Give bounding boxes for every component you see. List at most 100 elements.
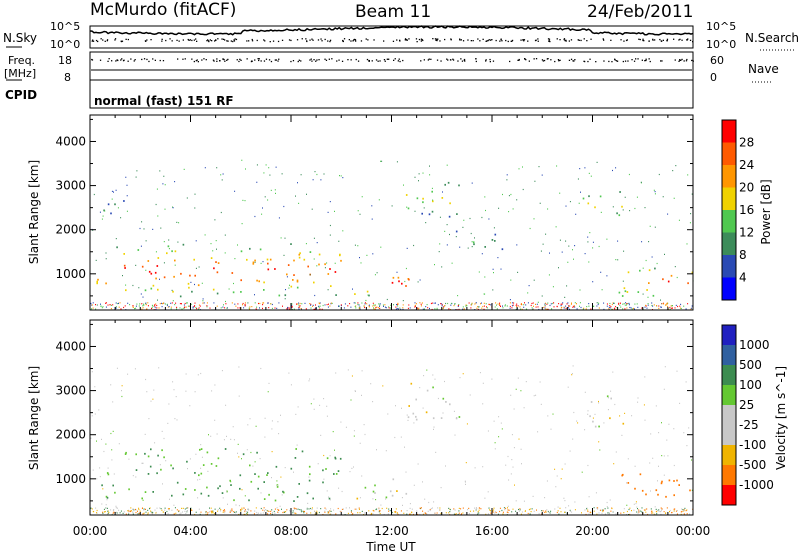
noise-dot bbox=[568, 40, 570, 42]
scatter-point bbox=[143, 228, 145, 230]
scatter-point bbox=[403, 184, 404, 186]
ground-scatter bbox=[414, 306, 416, 308]
scatter-point bbox=[640, 181, 642, 183]
scatter-point bbox=[573, 258, 574, 260]
ground-scatter bbox=[288, 307, 290, 309]
noise-dot bbox=[193, 39, 195, 41]
noise-dot bbox=[312, 39, 314, 41]
ground-scatter bbox=[502, 305, 503, 307]
data-cell bbox=[124, 453, 127, 455]
scatter-point bbox=[371, 218, 373, 220]
ground-scatter bbox=[147, 512, 149, 514]
ground-scatter bbox=[425, 306, 427, 308]
scatter-point bbox=[636, 506, 638, 508]
data-cell bbox=[240, 279, 242, 282]
ground-scatter bbox=[329, 305, 331, 307]
noise-dot bbox=[187, 38, 189, 41]
ground-scatter bbox=[596, 507, 598, 509]
ground-scatter bbox=[470, 304, 472, 306]
date-title: 24/Feb/2011 bbox=[587, 2, 693, 22]
data-cell bbox=[594, 206, 596, 209]
ground-scatter bbox=[137, 510, 138, 512]
scatter-point bbox=[622, 280, 624, 282]
ground-scatter bbox=[415, 305, 416, 307]
noise-dot bbox=[281, 39, 284, 41]
ground-scatter bbox=[519, 509, 521, 511]
nave-dot bbox=[393, 59, 395, 61]
data-cell bbox=[308, 465, 311, 468]
data-cell bbox=[410, 382, 413, 385]
noise-panel: N.Sky 10^5 10^0 10^5 10^0 N.Search bbox=[3, 20, 799, 51]
noise-dot bbox=[92, 40, 95, 42]
nave-dot bbox=[384, 60, 386, 62]
data-cell bbox=[622, 473, 624, 476]
scatter-point bbox=[413, 484, 415, 486]
scatter-point bbox=[259, 458, 261, 460]
scatter-point bbox=[516, 199, 518, 201]
ground-scatter bbox=[147, 509, 149, 511]
ground-scatter bbox=[638, 510, 640, 512]
scatter-point bbox=[329, 234, 331, 236]
ground-scatter bbox=[544, 304, 546, 306]
scatter-point bbox=[650, 490, 651, 492]
scatter-point bbox=[507, 455, 509, 458]
noise-dot bbox=[523, 39, 526, 41]
data-cell bbox=[624, 290, 627, 293]
noise-dot bbox=[91, 40, 93, 42]
colorbar-swatch bbox=[722, 277, 736, 301]
ground-scatter bbox=[357, 302, 359, 304]
data-cell bbox=[294, 457, 297, 459]
scatter-point bbox=[596, 161, 598, 163]
ground-scatter bbox=[560, 308, 562, 310]
ground-scatter bbox=[449, 509, 451, 511]
scatter-point bbox=[354, 244, 356, 246]
scatter-point bbox=[202, 298, 204, 300]
scatter-point bbox=[194, 193, 196, 195]
nave-dot bbox=[278, 58, 280, 60]
scatter-point bbox=[564, 296, 566, 298]
scatter-point bbox=[510, 473, 512, 475]
ground-scatter bbox=[529, 508, 531, 510]
ground-scatter bbox=[321, 308, 323, 310]
data-cell bbox=[97, 278, 99, 281]
ground-scatter bbox=[319, 308, 321, 310]
data-cell bbox=[96, 280, 98, 283]
scatter-point bbox=[498, 207, 500, 209]
ground-scatter bbox=[396, 304, 397, 306]
scatter-point bbox=[172, 300, 174, 302]
scatter-point bbox=[688, 427, 690, 429]
noise-dot bbox=[586, 40, 588, 42]
ground-scatter bbox=[549, 512, 551, 514]
ground-scatter bbox=[231, 510, 233, 512]
ground-scatter bbox=[122, 512, 124, 514]
scatter-point bbox=[675, 165, 677, 167]
scatter-point bbox=[691, 459, 692, 461]
scatter-point bbox=[309, 378, 311, 380]
scatter-point bbox=[152, 398, 154, 400]
scatter-point bbox=[417, 281, 419, 283]
ground-scatter bbox=[462, 507, 464, 509]
scatter-point bbox=[464, 481, 466, 483]
scatter-point bbox=[462, 226, 464, 228]
data-cell bbox=[210, 257, 213, 259]
ground-scatter bbox=[174, 507, 176, 509]
ground-scatter bbox=[604, 508, 606, 510]
ground-scatter bbox=[437, 507, 439, 509]
ground-scatter bbox=[666, 507, 668, 509]
scatter-point bbox=[297, 182, 298, 184]
ground-scatter bbox=[151, 307, 152, 310]
scatter-point bbox=[457, 295, 459, 297]
ground-scatter bbox=[186, 302, 188, 304]
nave-dot bbox=[633, 60, 636, 62]
data-cell bbox=[292, 279, 294, 281]
nave-dot bbox=[328, 58, 330, 60]
ground-scatter bbox=[567, 302, 569, 304]
ground-scatter bbox=[397, 305, 399, 307]
scatter-point bbox=[316, 242, 318, 244]
scatter-point bbox=[295, 195, 296, 197]
ground-scatter bbox=[381, 507, 383, 510]
noise-dot bbox=[272, 40, 275, 42]
velocity-xticks bbox=[89, 320, 694, 515]
ground-scatter bbox=[430, 508, 432, 510]
data-cell bbox=[444, 183, 446, 186]
